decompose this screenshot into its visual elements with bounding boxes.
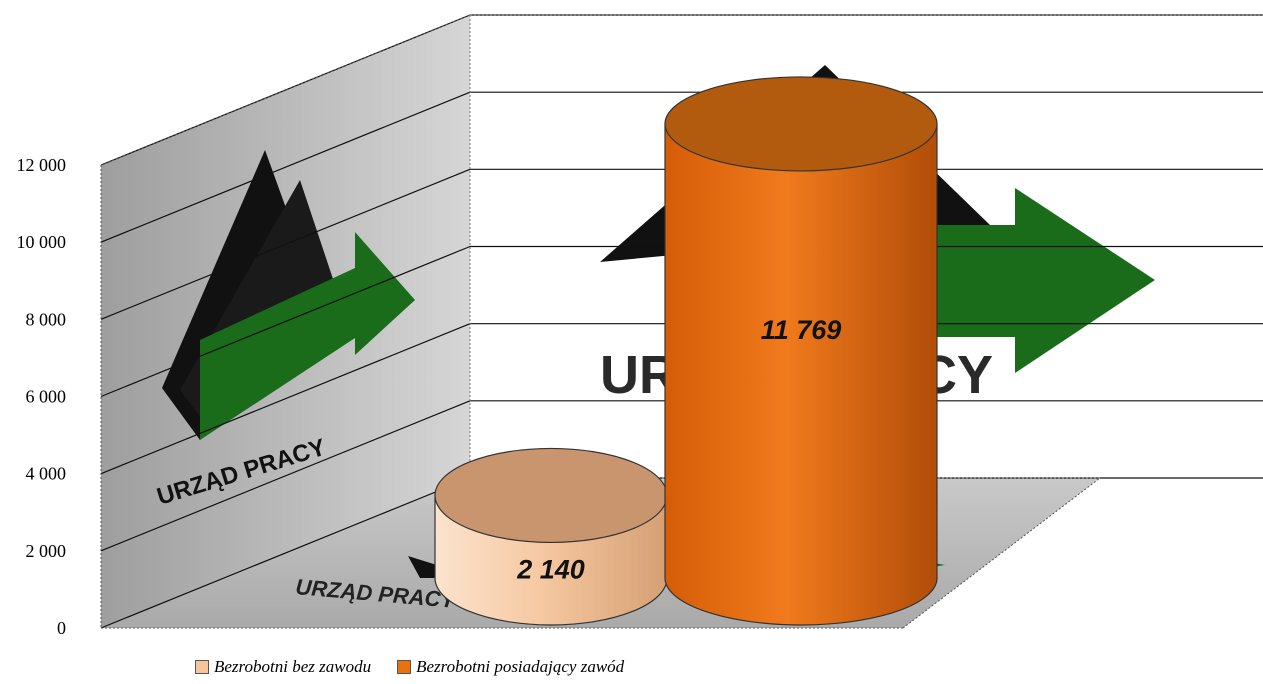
y-tick-label: 10 000 bbox=[17, 232, 67, 252]
y-tick-label: 8 000 bbox=[26, 309, 67, 329]
gridline-left bbox=[100, 400, 471, 552]
gridline-left bbox=[100, 91, 471, 243]
bar-1: 2 140 bbox=[434, 447, 668, 626]
legend-item-bez-zawodu: Bezrobotni bez zawodu bbox=[195, 657, 371, 677]
legend-swatch-series2 bbox=[397, 660, 412, 674]
legend-label-series1: Bezrobotni bez zawodu bbox=[214, 657, 372, 676]
bars: 2 140 11 769 bbox=[434, 76, 938, 626]
bar-top bbox=[434, 447, 668, 544]
gridline-left bbox=[100, 323, 471, 475]
legend-item-posiadajacy-zawod: Bezrobotni posiadający zawód bbox=[397, 657, 624, 677]
legend: Bezrobotni bez zawodu Bezrobotni posiada… bbox=[195, 655, 624, 679]
gridline-left bbox=[100, 14, 471, 166]
bar-top bbox=[664, 76, 938, 172]
gridline-left bbox=[100, 168, 471, 320]
y-tick-label: 6 000 bbox=[26, 387, 67, 407]
legend-swatch-series1 bbox=[195, 660, 209, 674]
y-axis: 0 2 000 4 000 6 000 8 000 10 000 12 000 bbox=[17, 155, 67, 638]
y-tick-label: 0 bbox=[57, 618, 66, 638]
y-tick-label: 4 000 bbox=[26, 464, 67, 484]
data-label: 11 769 bbox=[761, 315, 842, 345]
data-label: 2 140 bbox=[516, 555, 585, 585]
gridline-left bbox=[100, 477, 471, 629]
bar-2: 11 769 bbox=[664, 76, 938, 626]
y-tick-label: 12 000 bbox=[17, 155, 67, 175]
legend-label-series2: Bezrobotni posiadający zawód bbox=[416, 657, 625, 676]
bar-body bbox=[664, 123, 938, 626]
floor-edge bbox=[902, 477, 1101, 629]
gridline-left bbox=[100, 245, 471, 398]
y-tick-label: 2 000 bbox=[26, 541, 67, 561]
